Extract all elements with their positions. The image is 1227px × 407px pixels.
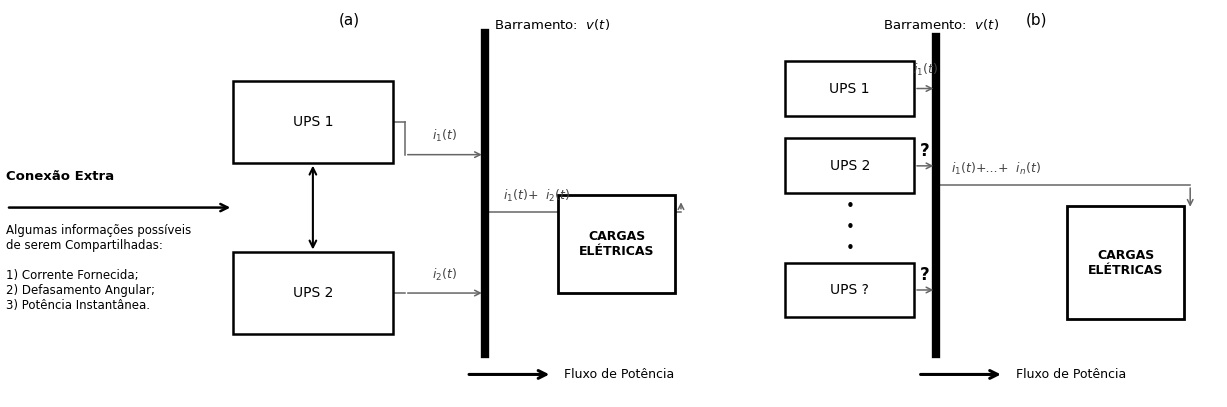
Text: Barramento:  $v(t)$: Barramento: $v(t)$: [883, 17, 1000, 32]
Bar: [233, 252, 393, 334]
Text: Fluxo de Potência: Fluxo de Potência: [1016, 368, 1126, 381]
Text: Algumas informações possíveis
de serem Compartilhadas:

1) Corrente Fornecida;
2: Algumas informações possíveis de serem C…: [6, 224, 191, 312]
Text: ?: ?: [920, 266, 930, 284]
Bar: [785, 263, 914, 317]
Text: UPS 1: UPS 1: [829, 81, 870, 96]
Text: (b): (b): [1026, 12, 1048, 27]
Bar: [1067, 206, 1184, 319]
Text: UPS 1: UPS 1: [292, 115, 334, 129]
Text: Conexão Extra: Conexão Extra: [6, 170, 114, 183]
Bar: [785, 138, 914, 193]
Text: UPS 2: UPS 2: [829, 159, 870, 173]
Text: Barramento:  $v(t)$: Barramento: $v(t)$: [494, 17, 611, 32]
Text: $i_1(t)$: $i_1(t)$: [913, 62, 937, 79]
Text: $i_1(t)$+...+  $i_n(t)$: $i_1(t)$+...+ $i_n(t)$: [951, 161, 1040, 177]
Text: ?: ?: [920, 142, 930, 160]
Text: $i_1(t)$+  $i_2(t)$: $i_1(t)$+ $i_2(t)$: [503, 187, 571, 204]
Text: UPS 2: UPS 2: [293, 286, 333, 300]
Text: $i_1(t)$: $i_1(t)$: [432, 128, 458, 144]
Text: UPS ?: UPS ?: [831, 283, 869, 297]
Bar: [558, 195, 675, 293]
Text: (a): (a): [339, 12, 361, 27]
Text: CARGAS
ELÉTRICAS: CARGAS ELÉTRICAS: [579, 230, 654, 258]
Text: Fluxo de Potência: Fluxo de Potência: [564, 368, 675, 381]
Text: CARGAS
ELÉTRICAS: CARGAS ELÉTRICAS: [1088, 249, 1163, 276]
Bar: [233, 81, 393, 163]
Text: •
•
•: • • •: [845, 199, 854, 256]
Bar: [785, 61, 914, 116]
Text: $i_2(t)$: $i_2(t)$: [432, 267, 458, 283]
